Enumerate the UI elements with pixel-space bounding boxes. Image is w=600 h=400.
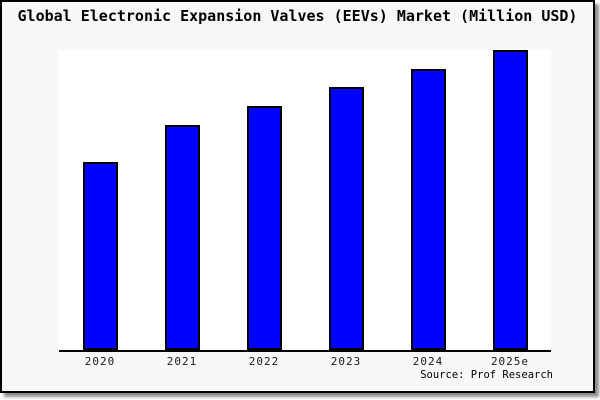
chart-title: Global Electronic Expansion Valves (EEVs… [17,7,578,25]
chart-figure: Global Electronic Expansion Valves (EEVs… [0,0,595,393]
bar-slot [59,50,141,350]
bar-slot [141,50,223,350]
x-tick-label-2021: 2021 [166,355,198,368]
x-tick-label-2024: 2024 [412,355,444,368]
bar-slot [387,50,469,350]
bar-2024 [410,69,446,350]
x-tick-label-2020: 2020 [84,355,116,368]
bar-slot [305,50,387,350]
x-tick-label-2023: 2023 [330,355,362,368]
bar-slot [223,50,305,350]
x-tick-label-2022: 2022 [248,355,280,368]
bar-slot [469,50,551,350]
x-tick-label-2025e: 2025e [490,355,530,368]
bar-2023 [328,87,364,350]
x-axis-tick-labels: 2020 2021 2022 2023 2024 2025e [59,355,551,369]
bar-2025e [492,50,528,350]
source-credit: Source: Prof Research [420,369,553,381]
bar-2021 [164,125,200,350]
bar-2022 [246,106,282,350]
bar-2020 [82,162,118,350]
plot-area [59,50,551,352]
